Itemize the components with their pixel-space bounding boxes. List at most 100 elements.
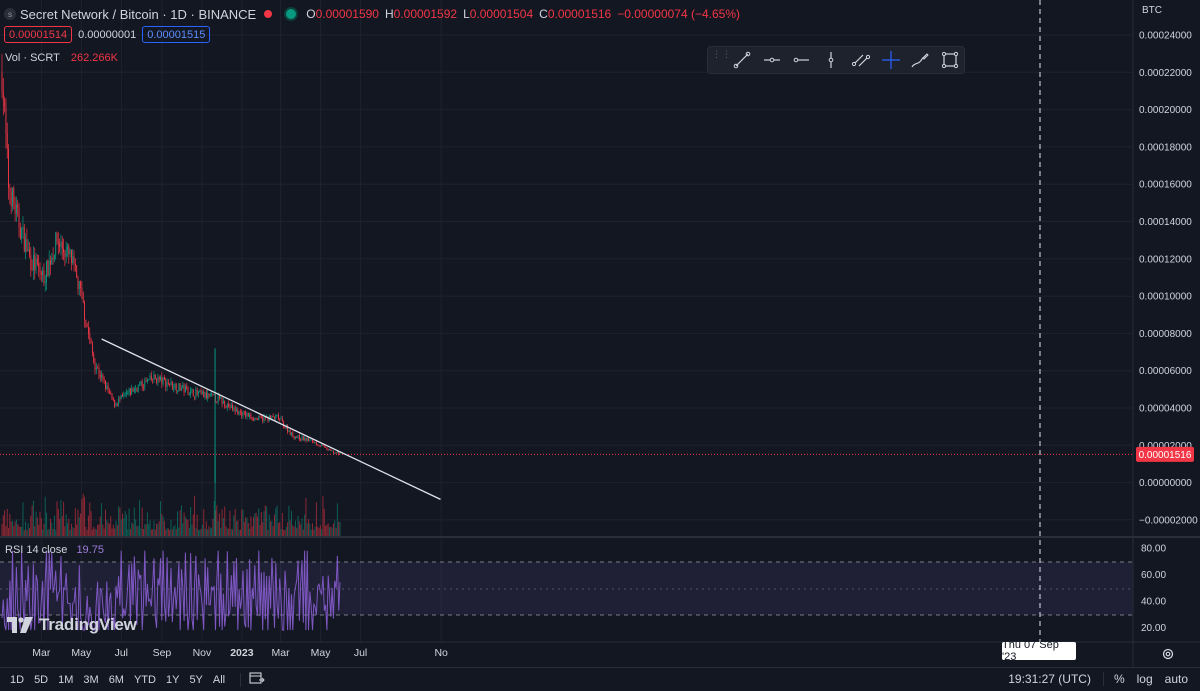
rectangle-tool[interactable] (936, 48, 964, 72)
volume-bar (135, 519, 137, 536)
candle-body (195, 389, 197, 398)
time-tick-label: 2023 (230, 647, 254, 659)
candle-body (9, 187, 11, 192)
candle-body (174, 383, 176, 389)
rsi-legend[interactable]: RSI 14 close 19.75 (5, 544, 104, 556)
candle-body (23, 226, 25, 252)
market-status-icon[interactable] (264, 10, 273, 18)
price-axis[interactable]: 0.00024000 0.00022000 0.00020000 0.00018000… (1139, 31, 1198, 527)
chart-canvas[interactable]: 0.00024000 0.00022000 0.00020000 0.00018000… (0, 0, 1200, 667)
price-tick-label: −0.00002000 (1139, 515, 1198, 526)
volume-bar (294, 520, 296, 536)
candle-body (140, 381, 142, 386)
range-button-1m[interactable]: 1M (58, 673, 74, 686)
time-axis[interactable]: Mar May Jul Sep Nov 2023 Mar May Jul No (32, 647, 448, 659)
tradingview-logo[interactable]: TradingView (7, 615, 137, 635)
toolbar-divider (1102, 672, 1104, 686)
candle-body (6, 133, 8, 149)
candle-body (108, 391, 110, 393)
candle-body (287, 426, 289, 432)
last-price-label: 0.00001516 (1139, 450, 1192, 461)
bid-price-button[interactable]: 0.00001514 (4, 26, 73, 43)
volume-bar (213, 501, 215, 536)
candle-body (31, 269, 33, 271)
range-button-1y[interactable]: 1Y (165, 673, 180, 686)
price-tick-label: 0.00000000 (1139, 478, 1192, 489)
candle-body (207, 393, 209, 399)
auto-scale-button[interactable]: auto (1164, 672, 1188, 686)
range-button-5d[interactable]: 5D (34, 673, 49, 686)
candle-body (85, 319, 87, 325)
rsi-legend-label: RSI 14 close (5, 544, 68, 556)
candle-body (211, 393, 213, 395)
ray-tool[interactable] (758, 48, 786, 72)
volume-bar (178, 527, 180, 536)
data-status-icon[interactable] (286, 9, 297, 19)
volume-bar (51, 522, 53, 536)
candle-body (318, 445, 320, 447)
volume-legend[interactable]: Vol · SCRT 262.266K (5, 52, 118, 64)
volume-bar (39, 511, 41, 536)
volume-bar (101, 503, 103, 536)
candle-body (95, 367, 97, 370)
volume-bar (182, 523, 184, 536)
ask-price-button[interactable]: 0.00001515 (142, 26, 211, 43)
candle-body (222, 401, 224, 404)
range-button-all[interactable]: All (212, 673, 226, 686)
percent-scale-button[interactable]: % (1113, 672, 1125, 686)
volume-bar (302, 529, 304, 536)
volume-bar (55, 529, 57, 536)
calendar-arrow-icon (249, 672, 265, 684)
trend-line-tool[interactable] (728, 48, 756, 72)
currency-label[interactable]: BTC (1142, 5, 1162, 16)
range-button-1d[interactable]: 1D (10, 673, 25, 686)
candle-body (178, 383, 180, 391)
brush-tool[interactable] (907, 48, 935, 72)
candle-body (116, 403, 118, 405)
volume-bar (152, 529, 154, 536)
time-tick-label: Mar (32, 647, 51, 659)
parallel-channel-tool[interactable] (847, 48, 875, 72)
volume-bar (241, 509, 243, 536)
candle-body (64, 252, 66, 258)
vertical-line-tool[interactable] (817, 48, 845, 72)
candle-body (165, 380, 167, 387)
volume-bar (120, 519, 122, 536)
range-button-5y[interactable]: 5Y (189, 673, 203, 686)
candle-body (260, 416, 262, 418)
chart-settings-gear-icon[interactable] (1161, 647, 1175, 661)
volume-bar (268, 514, 270, 536)
volume-bar (161, 513, 163, 536)
candle-body (65, 249, 67, 258)
horizontal-line-tool[interactable] (788, 48, 816, 72)
candle-body (313, 441, 315, 443)
date-range-picker-icon[interactable] (249, 671, 265, 688)
range-button-ytd[interactable]: YTD (133, 673, 156, 686)
volume-bar (230, 528, 232, 536)
volume-bar (46, 512, 48, 536)
volume-bar (119, 507, 121, 536)
candle-body (288, 430, 290, 432)
candle-body (169, 384, 171, 386)
candle-body (27, 249, 29, 252)
candle-body (48, 260, 50, 276)
volume-bar (162, 516, 164, 536)
symbol-title[interactable]: Secret Network / Bitcoin · 1D · BINANCE (20, 6, 257, 22)
utc-clock[interactable]: 19:31:27 (UTC) (1008, 672, 1091, 686)
candle-body (239, 411, 241, 413)
log-scale-button[interactable]: log (1136, 672, 1153, 686)
volume-bar (329, 527, 330, 536)
volume-bar (297, 515, 299, 536)
volume-bar (237, 520, 239, 536)
volume-bar (104, 509, 106, 536)
candle-body (276, 415, 278, 416)
rsi-axis[interactable]: 80.00 60.00 40.00 20.00 (1141, 544, 1166, 635)
range-button-3m[interactable]: 3M (83, 673, 99, 686)
user-trendline[interactable] (101, 338, 441, 500)
crosshair-tool[interactable] (877, 48, 905, 72)
range-button-6m[interactable]: 6M (108, 673, 124, 686)
drag-handle-icon[interactable]: ⋮⋮ (712, 49, 732, 59)
symbol-legend[interactable]: s Secret Network / Bitcoin · 1D · BINANC… (4, 5, 746, 23)
candle-body (191, 389, 193, 391)
